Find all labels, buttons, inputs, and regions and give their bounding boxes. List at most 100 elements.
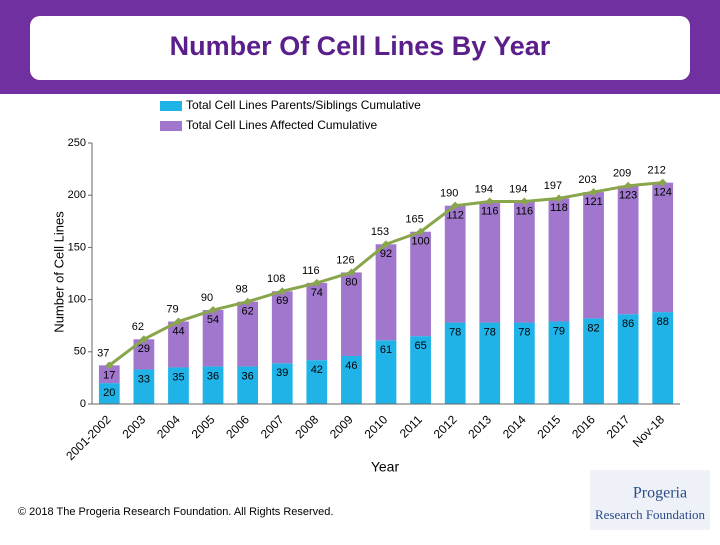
value-label: 42: [311, 364, 323, 376]
footer: © 2018 The Progeria Research Foundation.…: [18, 506, 333, 518]
value-label: 92: [380, 248, 392, 260]
value-label: 29: [138, 343, 150, 355]
bar-segment: [98, 383, 120, 404]
y-tick-label: 250: [68, 137, 86, 149]
bar-segment: [513, 322, 535, 404]
total-label: 126: [336, 254, 354, 266]
bar-segment: [479, 201, 501, 323]
legend-swatch: [160, 101, 182, 111]
bar-segment: [444, 205, 466, 323]
logo-text: Progeria: [633, 485, 687, 502]
total-label: 194: [475, 183, 493, 195]
bar-segment: [583, 318, 604, 404]
bar-segment: [341, 355, 362, 404]
x-axis-label: Year: [371, 459, 400, 475]
bar-segment: [133, 339, 155, 370]
bar-segment: [306, 360, 328, 404]
logo-text: Research Foundation: [595, 507, 706, 522]
value-label: 44: [172, 325, 184, 337]
total-marker: [347, 268, 356, 277]
logo-box: [590, 470, 710, 530]
value-label: 100: [411, 236, 429, 248]
y-tick-label: 150: [68, 241, 86, 253]
value-label: 65: [414, 340, 426, 352]
value-label: 124: [654, 187, 672, 199]
value-label: 116: [516, 205, 534, 217]
value-label: 112: [446, 210, 464, 222]
title-box: [30, 16, 690, 80]
bar-segment: [271, 363, 293, 404]
bar-segment: [444, 322, 466, 404]
bar-segment: [548, 321, 570, 404]
value-label: 79: [553, 325, 565, 337]
value-label: 121: [584, 196, 602, 208]
bar-segment: [237, 301, 259, 367]
bar-segment: [617, 314, 639, 404]
value-label: 86: [622, 318, 634, 330]
bar-segment: [168, 321, 189, 368]
total-label: 108: [267, 273, 285, 285]
value-label: 61: [380, 344, 392, 356]
bar-segment: [237, 366, 259, 404]
bar-segment: [548, 198, 570, 322]
legend-label: Total Cell Lines Affected Cumulative: [186, 118, 378, 132]
total-label: 62: [132, 321, 144, 333]
value-label: 69: [276, 295, 288, 307]
value-label: 33: [138, 373, 150, 385]
bar-segment: [410, 336, 431, 404]
value-label: 36: [242, 370, 254, 382]
y-axis-label: Number of Cell Lines: [51, 211, 66, 333]
value-label: 20: [103, 387, 115, 399]
y-tick-label: 50: [74, 346, 86, 358]
total-label: 212: [648, 165, 666, 177]
total-label: 190: [440, 188, 458, 200]
bar-segment: [652, 182, 674, 313]
legend-label: Total Cell Lines Parents/Siblings Cumula…: [186, 98, 421, 112]
y-tick-label: 0: [80, 398, 86, 410]
total-label: 203: [578, 174, 596, 186]
value-label: 123: [619, 190, 637, 202]
chart-title: Number Of Cell Lines By Year: [170, 31, 551, 61]
value-label: 82: [587, 322, 599, 334]
bar-segment: [583, 192, 604, 319]
value-label: 46: [345, 360, 357, 372]
total-marker: [416, 227, 425, 236]
total-marker: [554, 194, 563, 203]
total-label: 79: [166, 303, 178, 315]
bar-segment: [306, 282, 328, 361]
value-label: 62: [242, 306, 254, 318]
value-label: 74: [311, 287, 323, 299]
total-label: 165: [405, 214, 423, 226]
total-marker: [312, 278, 321, 287]
y-tick-label: 200: [68, 189, 86, 201]
total-marker: [624, 181, 633, 190]
y-tick-label: 100: [68, 294, 86, 306]
bar-segment: [202, 310, 224, 367]
total-label: 197: [544, 180, 562, 192]
value-label: 39: [276, 367, 288, 379]
bar-segment: [479, 322, 501, 404]
total-marker: [174, 317, 183, 326]
total-marker: [243, 297, 252, 306]
bar-segment: [513, 201, 535, 323]
total-marker: [520, 197, 529, 206]
legend-swatch: [160, 121, 182, 131]
bar-segment: [375, 244, 397, 341]
total-label: 194: [509, 183, 527, 195]
bar-segment: [271, 291, 293, 364]
bar-segment: [410, 231, 431, 337]
value-label: 80: [345, 276, 357, 288]
value-label: 35: [172, 371, 184, 383]
total-label: 37: [97, 347, 109, 359]
total-marker: [382, 240, 390, 249]
total-label: 153: [371, 226, 389, 238]
value-label: 88: [657, 316, 669, 328]
value-label: 78: [449, 326, 461, 338]
total-marker: [209, 306, 218, 315]
bar-segment: [202, 366, 224, 404]
total-label: 209: [613, 168, 631, 180]
value-label: 78: [484, 326, 496, 338]
total-marker: [658, 178, 667, 187]
total-label: 98: [236, 284, 248, 296]
